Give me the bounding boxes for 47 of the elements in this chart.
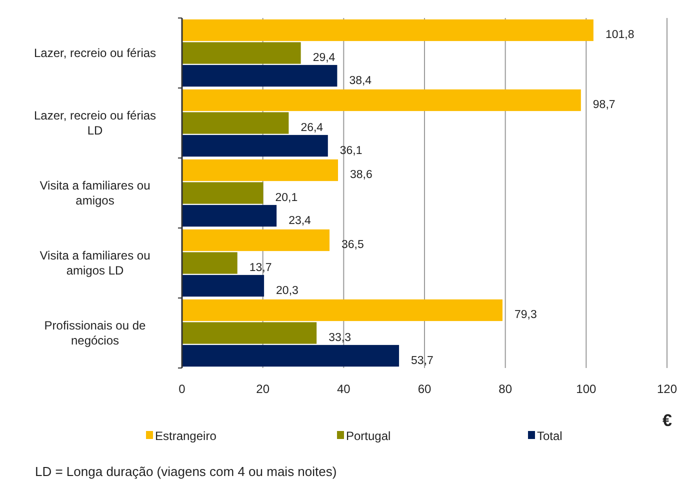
legend-label: Estrangeiro <box>155 429 217 443</box>
data-label: 20,3 <box>276 284 298 297</box>
bar <box>182 322 317 344</box>
data-label: 13,7 <box>249 262 272 274</box>
bar <box>182 229 330 252</box>
x-tick-label: 40 <box>336 382 351 396</box>
bar <box>182 42 301 64</box>
y-tick-label: Lazer, recreio ou férias <box>34 46 156 60</box>
x-tick-label: 0 <box>178 382 186 396</box>
x-tick-label: 120 <box>656 382 678 396</box>
bar <box>182 64 338 87</box>
data-label: 53,7 <box>411 354 434 367</box>
x-tick-label: 20 <box>256 382 270 396</box>
bar <box>182 159 338 182</box>
legend-label: Total <box>537 429 562 443</box>
bar <box>182 182 264 204</box>
data-label: 36,5 <box>342 239 364 252</box>
data-label: 29,4 <box>312 52 336 64</box>
data-label: 23,4 <box>288 214 312 227</box>
y-tick-label: Visita a familiares ou amigos <box>40 178 150 208</box>
x-tick-label: 60 <box>418 382 432 396</box>
bar <box>182 134 328 157</box>
y-tick-label: Lazer, recreio ou férias LD <box>34 108 156 138</box>
text: LD = Longa duração (viagens com 4 ou mais noites) <box>35 464 337 479</box>
bar <box>182 204 277 227</box>
bar <box>182 344 400 367</box>
bar <box>182 89 581 112</box>
bar <box>182 252 238 274</box>
data-label: 101,8 <box>605 29 634 42</box>
y-tick-label: Visita a familiares ou amigos LD <box>40 248 150 278</box>
data-label: 38,6 <box>350 169 372 182</box>
x-axis-title: € <box>662 411 673 430</box>
x-tick-label: 100 <box>576 382 596 396</box>
legend-label: Portugal <box>346 429 391 443</box>
bar <box>182 19 594 42</box>
data-label: 26,4 <box>300 122 324 134</box>
y-tick-label: Profissionais ou de negócios <box>44 318 146 348</box>
data-label: 79,3 <box>514 309 537 322</box>
x-tick-label: 80 <box>498 382 512 396</box>
bar <box>182 299 503 322</box>
data-label: 98,7 <box>592 99 616 112</box>
data-label: 20,1 <box>275 192 298 204</box>
data-label: 36,1 <box>340 144 362 157</box>
data-label: 38,4 <box>349 74 372 87</box>
bar <box>182 274 264 297</box>
data-label: 33,3 <box>328 332 351 344</box>
bar <box>182 112 289 134</box>
